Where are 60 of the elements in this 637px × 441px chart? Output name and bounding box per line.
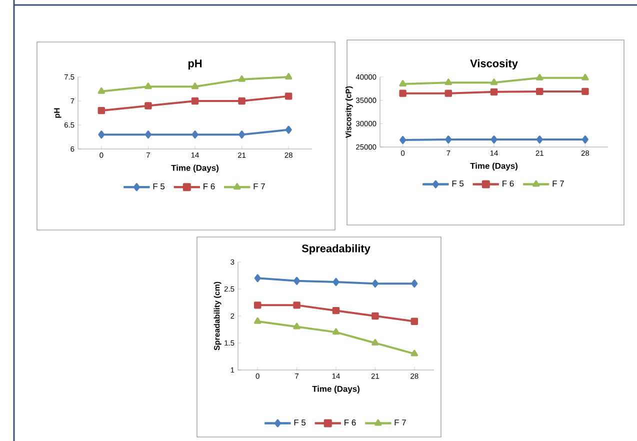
point [490, 136, 498, 144]
point [293, 302, 300, 309]
point [98, 106, 106, 114]
legend-label: F 6 [344, 420, 356, 426]
point [410, 350, 418, 356]
point [399, 80, 406, 86]
legend-label: F 7 [394, 420, 406, 426]
point [192, 130, 198, 139]
point [191, 82, 199, 90]
point [285, 72, 292, 80]
legend-label: F 7 [254, 183, 265, 190]
point [536, 74, 544, 80]
legend-label: F 6 [502, 180, 514, 187]
point [254, 302, 262, 309]
point [444, 78, 452, 86]
point [582, 88, 589, 96]
point [332, 306, 340, 314]
point [238, 97, 246, 105]
x-axis-title: Time (Days) [312, 386, 360, 394]
point [536, 136, 543, 144]
legend-label: F 6 [204, 183, 215, 190]
legend-label: F 5 [294, 420, 306, 426]
point [444, 90, 452, 97]
legend-label: F 5 [452, 180, 464, 187]
point [536, 88, 544, 96]
point [490, 78, 498, 86]
chart-title: Viscosity [470, 59, 518, 70]
legend-label: F 5 [153, 183, 165, 190]
point [372, 280, 378, 288]
point [98, 87, 106, 94]
point [490, 88, 498, 96]
point [372, 312, 379, 320]
point [254, 274, 261, 282]
point [144, 102, 152, 110]
point [332, 328, 340, 335]
point [399, 90, 406, 97]
point [144, 82, 152, 90]
legend-label: F 7 [552, 180, 564, 186]
point [400, 136, 406, 144]
chart-title: pH [188, 60, 202, 70]
point [582, 74, 589, 80]
point [294, 276, 300, 285]
point [144, 130, 152, 139]
point [254, 317, 262, 324]
x-axis-title: Time (Days) [470, 162, 518, 171]
point [372, 338, 379, 346]
point [582, 136, 588, 144]
point [98, 130, 105, 139]
point [410, 318, 418, 325]
point [238, 130, 246, 139]
point [285, 92, 292, 100]
point [332, 278, 340, 286]
point [411, 280, 418, 288]
point [293, 322, 300, 330]
point [445, 136, 452, 144]
point [285, 126, 292, 134]
x-axis-title: Time (Days) [171, 164, 218, 173]
point [191, 97, 199, 105]
point [238, 75, 246, 82]
chart-title: Spreadability [302, 244, 370, 254]
